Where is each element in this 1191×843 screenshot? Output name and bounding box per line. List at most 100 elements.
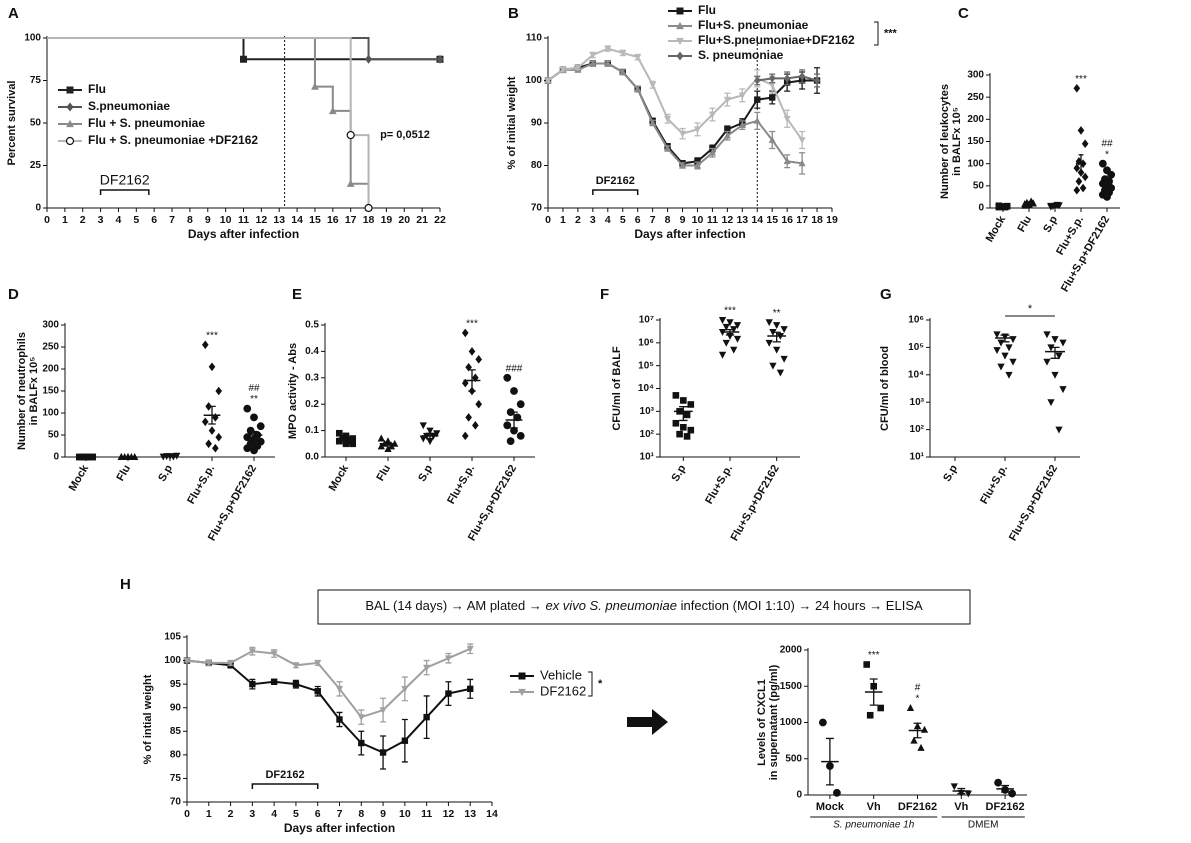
marker: [249, 680, 256, 688]
legend-label: DF2162: [540, 683, 586, 698]
x-tick-label: DF2162: [986, 801, 1025, 813]
y-tick-label: 100: [24, 33, 41, 44]
marker: [994, 778, 1002, 787]
x-tick-label: 0: [545, 214, 551, 226]
marker: [510, 387, 518, 395]
marker: [506, 437, 515, 446]
marker: [1081, 139, 1089, 149]
marker: [1047, 399, 1055, 407]
marker: [472, 373, 479, 383]
marker: [906, 704, 915, 711]
panel-letter: B: [508, 5, 519, 22]
x-tick-label: 10: [399, 808, 411, 820]
legend-note: ***: [884, 27, 898, 39]
x-tick-label: 16: [781, 214, 793, 226]
marker: [201, 340, 209, 350]
marker: [687, 401, 695, 408]
sem-bar: [510, 411, 518, 429]
y-tick-label: 150: [42, 386, 59, 397]
y-tick-label: 10⁶: [638, 337, 654, 348]
marker: [1029, 199, 1037, 207]
legend-bracket: [874, 21, 879, 46]
legend-label: S. pneumoniae: [698, 48, 784, 62]
marker: [634, 54, 642, 61]
marker: [208, 362, 216, 372]
marker: [866, 711, 874, 719]
sem-bar: [679, 406, 688, 422]
x-tick-label: 13: [736, 214, 748, 226]
x-tick-label: 12: [256, 214, 268, 226]
y-axis-label: % of intial weight: [142, 674, 154, 764]
x-tick-label: Flu+S.p.: [978, 463, 1010, 506]
y-tick-label: 0.3: [305, 372, 319, 383]
panel-letter: F: [600, 286, 609, 303]
sem-bar: [342, 436, 350, 441]
marker: [467, 685, 474, 693]
panel-letter: A: [8, 5, 19, 22]
x-tick-label: 3: [590, 214, 596, 226]
x-tick-label: Flu+S.p.: [703, 463, 735, 506]
treatment-bracket: [251, 783, 319, 789]
sem-bar: [1104, 179, 1110, 188]
y-tick-label: 10⁶: [908, 315, 924, 326]
x-axis-label: Days after infection: [634, 227, 745, 241]
marker: [589, 52, 597, 59]
marker: [1008, 789, 1017, 798]
legend-label: Flu + S. pneumoniae +DF2162: [88, 133, 258, 147]
marker: [246, 426, 255, 435]
x-tick-label: Flu+S.p+DF2162: [466, 463, 519, 543]
marker: [516, 400, 525, 409]
marker: [997, 339, 1005, 347]
marker: [765, 339, 773, 347]
legend-label: Flu + S. pneumoniae: [88, 116, 205, 130]
marker: [1001, 352, 1009, 360]
y-tick-label: 0.1: [305, 425, 319, 436]
y-tick-label: 0: [53, 452, 59, 463]
marker: [619, 68, 627, 75]
x-tick-label: 11: [238, 214, 249, 226]
marker: [423, 713, 430, 721]
marker: [910, 736, 918, 744]
marker: [634, 85, 642, 92]
marker: [1073, 185, 1081, 195]
sem-bar: [1078, 154, 1084, 174]
sem-bar: [1001, 784, 1010, 793]
marker: [468, 347, 476, 356]
marker: [205, 660, 213, 667]
marker: [201, 417, 209, 427]
marker: [358, 739, 365, 747]
marker: [1055, 426, 1063, 434]
marker: [401, 685, 409, 693]
marker: [783, 115, 791, 123]
panel-letter: E: [292, 286, 302, 303]
x-tick-label: 9: [680, 214, 686, 226]
marker: [66, 102, 74, 112]
x-tick-label: 22: [434, 214, 446, 226]
marker: [292, 680, 300, 688]
x-tick-label: 20: [398, 214, 410, 226]
y-tick-label: 10²: [640, 429, 655, 440]
marker: [664, 115, 672, 123]
marker: [765, 319, 773, 327]
x-tick-label: Flu+S.p+DF2162: [1059, 214, 1112, 294]
marker: [364, 203, 373, 213]
y-tick-label: 50: [48, 430, 60, 441]
flow-part: ex vivo S. pneumoniae: [545, 598, 677, 613]
marker: [314, 688, 321, 695]
marker: [559, 66, 567, 74]
y-axis-label: MPO activity - Abs: [287, 343, 299, 439]
y-axis-label: Number of leukocytes: [939, 84, 951, 199]
y-axis-label: in BALFx 10⁵: [951, 107, 963, 176]
x-tick-label: 21: [416, 214, 428, 226]
marker: [733, 322, 742, 330]
x-tick-label: 4: [605, 214, 611, 226]
y-tick-label: 10¹: [910, 452, 925, 463]
x-tick-label: 7: [169, 214, 175, 226]
y-tick-label: 0.5: [305, 320, 319, 331]
marker: [205, 439, 212, 449]
legend-label: Flu: [698, 3, 716, 17]
sem-bar: [426, 432, 434, 440]
marker: [676, 21, 684, 30]
marker: [444, 655, 452, 663]
x-tick-label: 9: [205, 214, 211, 226]
